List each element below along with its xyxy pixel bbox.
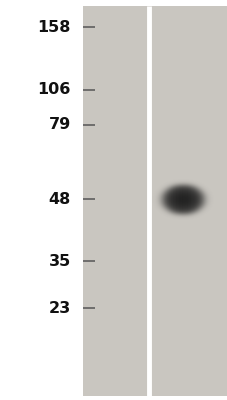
Bar <box>83 6 227 396</box>
Text: 48: 48 <box>48 192 70 206</box>
Text: 158: 158 <box>37 20 70 35</box>
Text: 23: 23 <box>48 301 70 316</box>
Text: 106: 106 <box>37 82 70 97</box>
Text: 35: 35 <box>48 254 70 269</box>
Text: 79: 79 <box>48 118 70 132</box>
